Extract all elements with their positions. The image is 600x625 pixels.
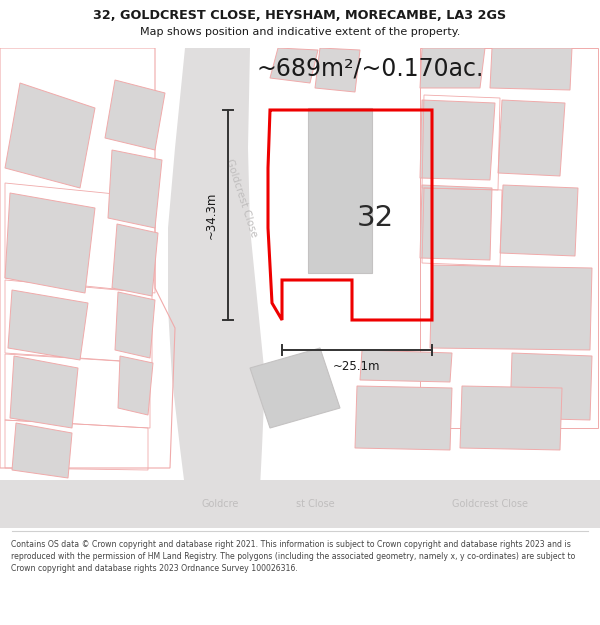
Polygon shape bbox=[360, 350, 452, 382]
Polygon shape bbox=[0, 480, 600, 528]
Polygon shape bbox=[490, 48, 572, 90]
Polygon shape bbox=[115, 292, 155, 358]
Text: 32: 32 bbox=[356, 204, 394, 232]
Polygon shape bbox=[420, 48, 485, 88]
Polygon shape bbox=[270, 48, 318, 83]
Text: ~689m²/~0.170ac.: ~689m²/~0.170ac. bbox=[256, 56, 484, 80]
Polygon shape bbox=[5, 83, 95, 188]
Polygon shape bbox=[355, 386, 452, 450]
Text: Map shows position and indicative extent of the property.: Map shows position and indicative extent… bbox=[140, 28, 460, 38]
Polygon shape bbox=[498, 100, 565, 176]
Text: Goldcre: Goldcre bbox=[202, 499, 239, 509]
Polygon shape bbox=[430, 265, 592, 350]
Text: st Close: st Close bbox=[296, 499, 334, 509]
Polygon shape bbox=[5, 193, 95, 293]
Text: Goldcrest Close: Goldcrest Close bbox=[452, 499, 528, 509]
Text: Contains OS data © Crown copyright and database right 2021. This information is : Contains OS data © Crown copyright and d… bbox=[11, 539, 575, 573]
Polygon shape bbox=[460, 386, 562, 450]
Polygon shape bbox=[420, 185, 492, 260]
Polygon shape bbox=[12, 423, 72, 478]
Polygon shape bbox=[420, 100, 495, 180]
Text: ~34.3m: ~34.3m bbox=[205, 191, 218, 239]
Polygon shape bbox=[8, 290, 88, 360]
Polygon shape bbox=[500, 185, 578, 256]
Text: ~25.1m: ~25.1m bbox=[333, 360, 381, 373]
Polygon shape bbox=[105, 80, 165, 150]
Polygon shape bbox=[308, 108, 372, 273]
Polygon shape bbox=[108, 150, 162, 228]
Polygon shape bbox=[250, 348, 340, 428]
Text: Goldcrest Close: Goldcrest Close bbox=[224, 158, 259, 239]
Text: 32, GOLDCREST CLOSE, HEYSHAM, MORECAMBE, LA3 2GS: 32, GOLDCREST CLOSE, HEYSHAM, MORECAMBE,… bbox=[94, 9, 506, 22]
Polygon shape bbox=[10, 356, 78, 428]
Polygon shape bbox=[168, 48, 265, 528]
Polygon shape bbox=[118, 356, 153, 415]
Polygon shape bbox=[112, 224, 158, 296]
Polygon shape bbox=[510, 353, 592, 420]
Polygon shape bbox=[315, 48, 360, 92]
